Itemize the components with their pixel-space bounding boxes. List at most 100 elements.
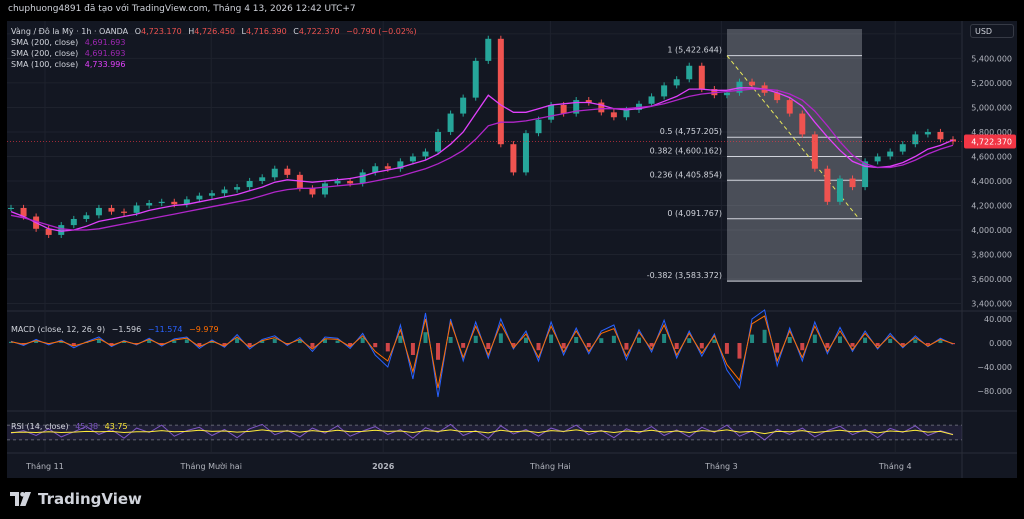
candle-body	[661, 85, 668, 97]
macd-histogram-bar	[247, 343, 252, 347]
fib-level-label: -0.382 (3,583.372)	[647, 271, 722, 280]
time-tick-label: 2026	[372, 462, 395, 471]
macd-histogram-bar	[925, 343, 930, 345]
macd-histogram-bar	[71, 343, 76, 346]
time-tick-label: Tháng 11	[25, 462, 64, 471]
macd-histogram-bar	[310, 343, 315, 348]
macd-histogram-bar	[637, 337, 641, 343]
tradingview-logo-icon	[10, 492, 31, 506]
pane-background	[7, 21, 1017, 478]
macd-histogram-bar	[674, 343, 679, 349]
macd-histogram-bar	[323, 339, 327, 343]
fibonacci-retracement[interactable]: 1 (5,422.644) 0.5 (4,757.205) 0.382 (4,600…	[647, 29, 862, 282]
macd-histogram-bar	[197, 343, 202, 346]
macd-pane	[9, 309, 955, 398]
macd-legend: MACD (close, 12, 26, 9) −1.596 −11.574 −…	[11, 325, 223, 334]
fib-level-label: 0.236 (4,405.854)	[650, 170, 722, 179]
macd-histogram-bar	[348, 343, 353, 346]
macd-histogram-bar	[800, 343, 805, 351]
chart-svg[interactable]: 1 (5,422.644) 0.5 (4,757.205) 0.382 (4,600…	[7, 21, 1017, 478]
macd-histogram-bar	[762, 329, 767, 343]
candle-body	[648, 96, 655, 104]
macd-signal-line	[10, 315, 954, 389]
macd-histogram-bar	[611, 335, 616, 343]
candle-body	[912, 134, 919, 145]
sma-200-line	[10, 88, 954, 231]
price-tick-label: 5,000.000	[971, 103, 1012, 112]
chart-area[interactable]: 1 (5,422.644) 0.5 (4,757.205) 0.382 (4,600…	[7, 21, 1017, 478]
price-tick-label: 4,200.000	[971, 201, 1012, 210]
macd-histogram-bar	[209, 341, 214, 343]
open-label: O	[134, 27, 141, 36]
time-axis[interactable]: Tháng 11 Tháng Mười hai 2026 Tháng Hai Tháng…	[25, 461, 911, 471]
macd-histogram-bar	[498, 333, 503, 343]
macd-histogram-bar	[523, 337, 528, 343]
candle-body	[133, 205, 140, 213]
time-tick-label: Tháng Mười hai	[180, 461, 242, 471]
macd-histogram-bar	[586, 343, 591, 348]
macd-histogram-bar	[473, 335, 478, 343]
candle-body	[698, 65, 705, 90]
tradingview-wordmark: TradingView	[38, 490, 142, 508]
macd-histogram-bar	[536, 343, 541, 351]
candle-body	[786, 100, 793, 114]
candle-body	[573, 100, 580, 114]
candle-body	[121, 211, 128, 213]
candle-body	[322, 183, 328, 195]
candlestick-series	[8, 35, 956, 238]
sma-label: SMA (200, close)	[11, 38, 79, 47]
symbol-legend: Vàng / Đô la Mỹ · 1h · OANDA O4,723.170 …	[11, 27, 421, 36]
macd-histogram-bar	[599, 338, 604, 343]
price-tick-label: 3,800.000	[971, 251, 1012, 260]
macd-hist-value: −1.596	[111, 325, 142, 334]
current-price-label: 4,722.370	[971, 137, 1012, 146]
fib-level-label: 0.382 (4,600.162)	[650, 146, 722, 155]
macd-histogram-bar	[448, 337, 453, 343]
candle-body	[347, 180, 354, 184]
candle-body	[460, 97, 467, 114]
candle-body	[284, 168, 291, 175]
candle-body	[623, 109, 630, 118]
rsi-label: RSI (14, close)	[11, 422, 69, 431]
sma-label: SMA (100, close)	[11, 60, 79, 69]
candle-body	[811, 134, 818, 169]
macd-histogram-bar	[624, 343, 629, 350]
macd-histogram-bar	[122, 341, 127, 343]
macd-histogram-bar	[373, 343, 378, 348]
price-tick-label: 4,600.000	[971, 152, 1012, 161]
currency-button[interactable]: USD	[970, 24, 1014, 38]
candle-body	[95, 207, 102, 216]
candle-body	[799, 113, 806, 135]
macd-histogram-bar	[561, 343, 566, 349]
macd-histogram-bar	[297, 340, 302, 343]
rsi-value: 45.38	[75, 422, 99, 431]
candle-body	[723, 92, 730, 96]
candle-body	[472, 60, 479, 98]
candle-body	[849, 178, 856, 188]
price-axis[interactable]: 5,400.000 5,200.000 5,000.000 4,800.000 4,60…	[7, 54, 1016, 396]
macd-signal-value: −9.979	[189, 325, 219, 334]
macd-histogram-bar	[134, 343, 139, 345]
macd-histogram-bar	[360, 337, 365, 343]
close-value: 4,722.370	[298, 27, 340, 36]
candle-body	[560, 104, 567, 114]
candle-body	[83, 215, 90, 219]
candle-body	[359, 172, 366, 184]
macd-histogram-bar	[461, 343, 466, 348]
macd-histogram-bar	[235, 338, 240, 343]
macd-tick-label: −80.000	[977, 387, 1012, 396]
candle-body	[522, 133, 529, 173]
candle-body	[234, 187, 241, 190]
macd-histogram-bar	[737, 343, 742, 359]
candle-body	[422, 151, 429, 157]
change-value: −0.790 (−0.02%)	[346, 27, 417, 36]
macd-histogram-bar	[147, 340, 152, 343]
fib-level-label: 0 (4,091.767)	[667, 209, 722, 218]
candle-body	[171, 201, 178, 205]
candle-body	[749, 81, 756, 86]
macd-histogram-bar	[662, 334, 667, 343]
macd-histogram-bar	[398, 335, 403, 343]
macd-histogram-bar	[423, 332, 428, 343]
candle-body	[548, 104, 555, 120]
rsi-pane	[7, 423, 962, 441]
